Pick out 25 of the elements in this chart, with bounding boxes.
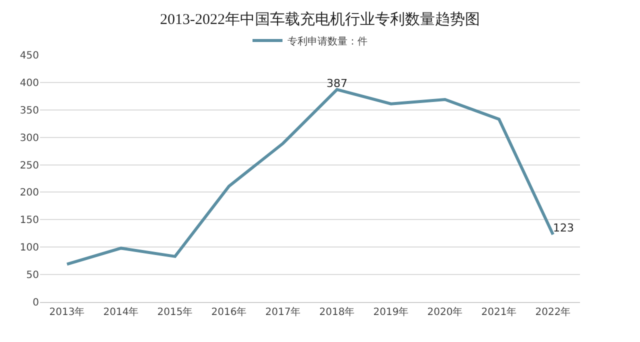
x-tick-label: 2019年 (373, 306, 409, 318)
x-tick-label: 2013年 (49, 306, 85, 318)
y-tick-label: 200 (20, 188, 39, 199)
data-label: 123 (553, 222, 574, 235)
x-tick-label: 2020年 (427, 306, 463, 318)
y-tick-label: 300 (20, 132, 39, 144)
y-tick-label: 50 (26, 270, 39, 282)
y-tick-label: 450 (20, 50, 39, 62)
y-tick-label: 150 (20, 215, 39, 226)
x-tick-label: 2014年 (103, 306, 139, 318)
x-tick-label: 2022年 (535, 306, 571, 318)
x-tick-label: 2015年 (157, 306, 193, 318)
x-tick-label: 2018年 (319, 306, 355, 318)
chart-title: 2013-2022年中国车载充电机行业专利数量趋势图 (160, 11, 480, 28)
y-tick-label: 350 (20, 105, 39, 116)
y-tick-label: 400 (20, 78, 39, 89)
y-tick-label: 100 (20, 242, 39, 254)
legend-label: 专利申请数量：件 (288, 35, 368, 48)
x-tick-label: 2021年 (481, 306, 517, 318)
line-series (66, 88, 554, 266)
data-label: 387 (326, 76, 348, 90)
y-tick-label: 0 (32, 298, 39, 308)
x-tick-label: 2017年 (265, 306, 301, 318)
y-tick-label: 250 (20, 160, 39, 172)
x-tick-label: 2016年 (211, 306, 247, 318)
